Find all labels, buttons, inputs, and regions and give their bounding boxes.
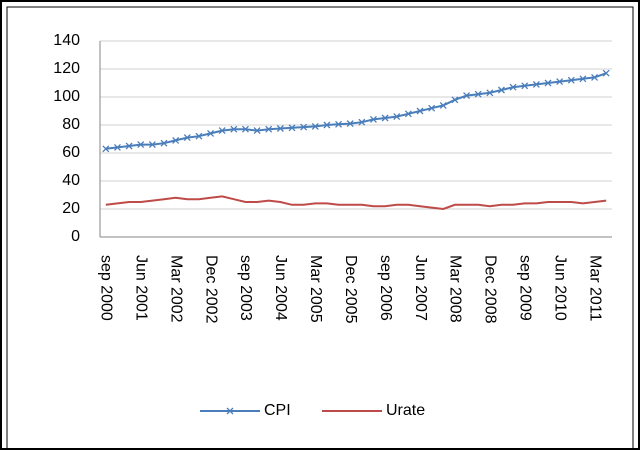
inner-frame — [6, 6, 634, 450]
data-marker — [276, 125, 284, 132]
data-marker — [486, 89, 494, 97]
y-tick-label: 40 — [62, 172, 80, 189]
data-marker — [160, 139, 168, 147]
series-line — [105, 195, 607, 211]
data-marker — [556, 78, 564, 86]
data-marker — [335, 120, 343, 128]
data-marker — [218, 127, 226, 135]
data-marker — [183, 134, 191, 142]
x-tick-label: Mar 2005 — [307, 255, 324, 323]
data-marker — [253, 127, 261, 135]
y-tick-label: 80 — [62, 116, 80, 133]
x-tick-label: Jun 2007 — [412, 255, 429, 321]
data-marker — [567, 76, 575, 84]
data-marker — [148, 141, 156, 149]
data-marker — [463, 92, 471, 100]
x-tick-label: sep 2000 — [98, 255, 115, 321]
data-marker — [195, 132, 203, 140]
x-tick-label: Dec 2002 — [202, 255, 219, 324]
x-tick-label: Dec 2008 — [482, 255, 499, 324]
data-marker — [172, 136, 180, 144]
x-tick-label: sep 2003 — [237, 255, 254, 321]
legend-label: Urate — [386, 402, 425, 419]
data-marker — [381, 114, 389, 122]
x-tick-label: Mar 2011 — [586, 255, 603, 322]
legend-marker — [226, 407, 234, 415]
data-marker — [393, 113, 401, 121]
data-marker — [369, 115, 377, 123]
data-marker — [113, 143, 121, 151]
data-marker — [125, 142, 133, 150]
data-marker — [521, 82, 529, 90]
x-tick-label: Mar 2008 — [447, 255, 464, 323]
data-marker — [509, 83, 517, 91]
data-marker — [230, 125, 238, 133]
data-marker — [591, 73, 599, 81]
y-tick-label: 60 — [62, 144, 80, 161]
data-marker — [451, 96, 459, 104]
data-marker — [241, 125, 249, 133]
x-tick-label: Jun 2004 — [272, 255, 289, 321]
data-marker — [439, 101, 447, 109]
x-tick-label: Jun 2010 — [551, 255, 568, 321]
data-marker — [532, 80, 540, 88]
data-marker — [288, 124, 296, 132]
data-marker — [602, 69, 610, 77]
y-tick-label: 100 — [53, 88, 80, 105]
y-tick-label: 140 — [53, 32, 80, 49]
data-marker — [265, 125, 273, 133]
data-marker — [474, 90, 482, 98]
data-marker — [579, 75, 587, 83]
data-marker — [137, 141, 145, 149]
x-tick-label: Jun 2001 — [132, 255, 149, 321]
x-tick-label: sep 2006 — [377, 255, 394, 321]
data-marker — [311, 122, 319, 130]
data-marker — [300, 123, 308, 131]
x-tick-label: Mar 2002 — [167, 255, 184, 323]
data-marker — [404, 110, 412, 118]
data-marker — [102, 145, 110, 153]
data-marker — [323, 121, 331, 129]
legend-label: CPI — [264, 402, 291, 419]
y-tick-label: 120 — [53, 60, 80, 77]
y-tick-label: 0 — [71, 228, 80, 245]
data-marker — [416, 107, 424, 115]
data-marker — [346, 120, 354, 128]
x-tick-label: sep 2009 — [516, 255, 533, 321]
data-marker — [497, 86, 505, 94]
data-marker — [207, 129, 215, 137]
x-tick-label: Dec 2005 — [342, 255, 359, 324]
data-marker — [358, 118, 366, 126]
y-tick-label: 20 — [62, 200, 80, 217]
data-marker — [428, 104, 436, 112]
data-marker — [544, 79, 552, 87]
series-line — [105, 72, 607, 150]
